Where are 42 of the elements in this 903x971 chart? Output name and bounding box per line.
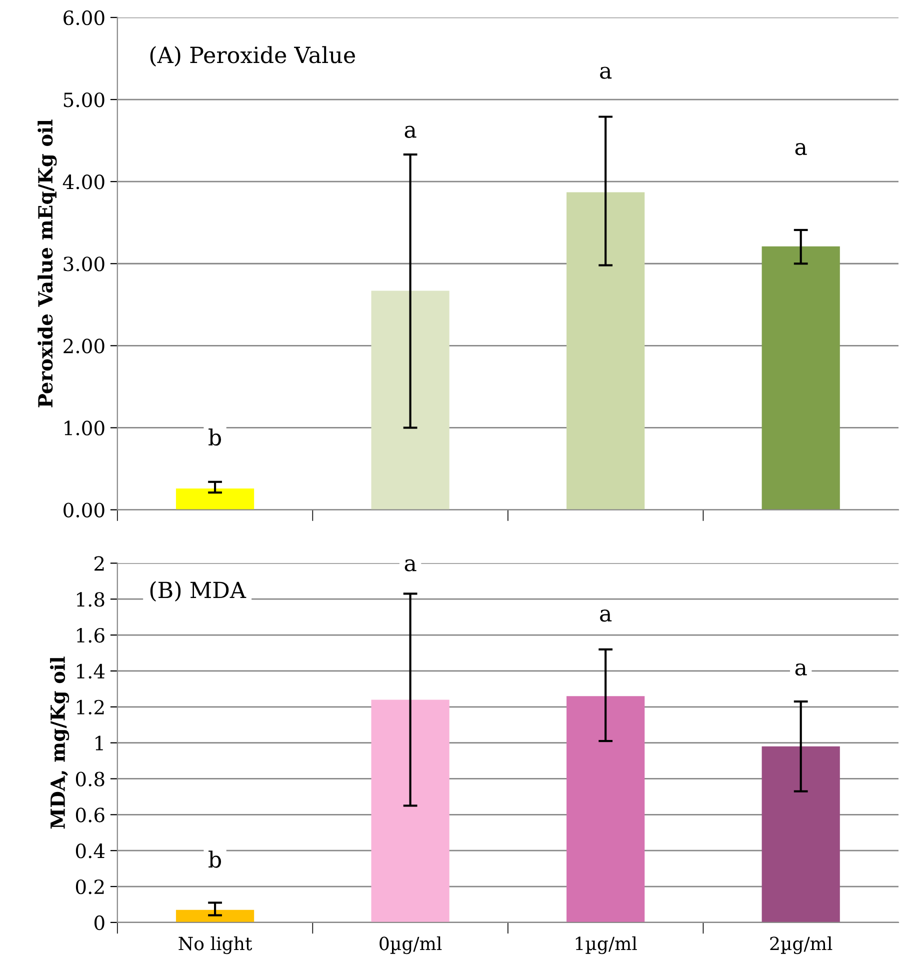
- bar: [176, 910, 254, 922]
- y-tick-label: 1.2: [77, 700, 104, 715]
- y-tick-label: 4.00: [62, 174, 104, 190]
- y-axis-title: MDA, mg/Kg oil: [50, 656, 70, 829]
- annotation: a: [404, 126, 416, 138]
- bar: [762, 746, 840, 922]
- annotation: a: [795, 663, 807, 676]
- bar: [566, 696, 645, 922]
- y-tick-label: 0: [94, 915, 104, 930]
- annotation: b: [208, 428, 222, 446]
- x-tick-label: 2µg/ml: [770, 936, 832, 954]
- annotation: a: [600, 610, 612, 622]
- bar: [566, 192, 645, 510]
- annotation: a: [795, 143, 807, 156]
- y-tick-label: 1: [96, 736, 103, 750]
- bar: [371, 700, 450, 922]
- y-tick-label: 0.00: [64, 502, 104, 518]
- y-tick-label: 0.8: [76, 772, 104, 786]
- bar: [371, 290, 450, 510]
- text: (B) MDA: [150, 581, 246, 602]
- y-tick-label: 5.00: [64, 92, 104, 108]
- y-tick-label: 0.4: [76, 844, 105, 858]
- annotation: a: [600, 66, 612, 79]
- y-axis-title: Peroxide Value mEq/Kg oil: [38, 120, 57, 408]
- bar: [762, 246, 840, 510]
- y-tick-label: 1.00: [64, 420, 104, 436]
- y-tick-label: 1.6: [77, 628, 104, 643]
- y-tick-label: 1.4: [77, 664, 105, 679]
- y-tick-label: 2.00: [64, 338, 104, 354]
- y-tick-label: 3.00: [64, 256, 104, 272]
- bar: [176, 488, 254, 510]
- y-tick-label: 2: [94, 556, 104, 571]
- annotation: b: [208, 850, 222, 868]
- text: (A) Peroxide Value: [150, 46, 356, 66]
- x-tick-label: 1µg/ml: [576, 936, 637, 954]
- y-tick-label: 6.00: [64, 10, 104, 26]
- annotation: a: [404, 559, 416, 572]
- x-tick-label: 0µg/ml: [380, 936, 442, 954]
- y-tick-label: 0.6: [76, 808, 104, 822]
- y-tick-label: 1.8: [77, 592, 104, 607]
- y-tick-label: 0.2: [76, 879, 104, 894]
- x-tick-label: No light: [178, 936, 252, 954]
